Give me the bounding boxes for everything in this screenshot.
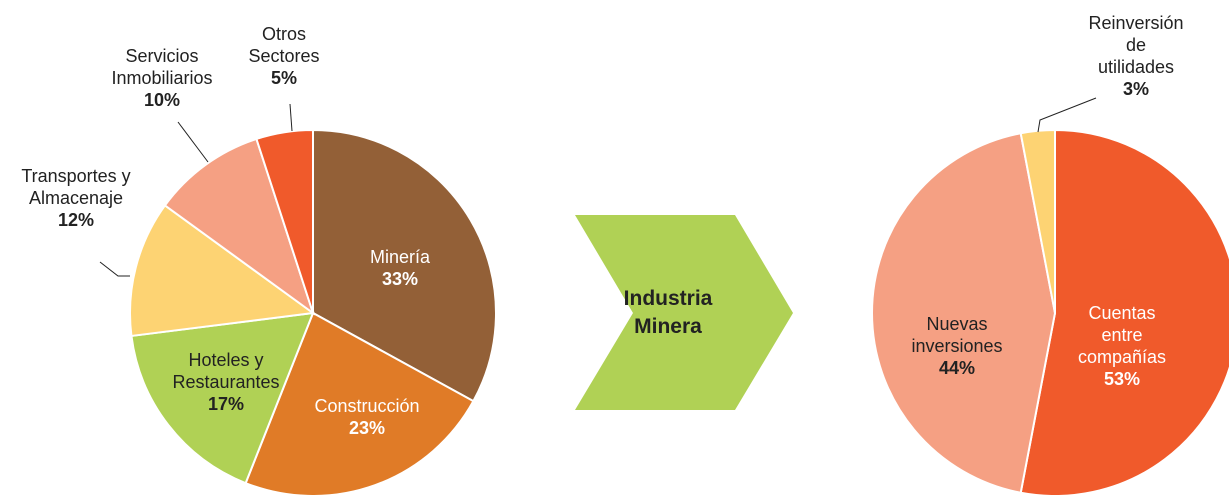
category-label: Nuevas inversiones	[911, 314, 1003, 356]
pie-slice	[129, 204, 316, 338]
pie-slice	[871, 132, 1057, 494]
category-label: Servicios Inmobiliarios	[111, 46, 213, 88]
pie-slice	[244, 311, 475, 495]
leader-line	[177, 121, 209, 163]
slice-label: Transportes y Almacenaje 12%	[21, 165, 130, 231]
category-label: Reinversión de utilidades	[1088, 13, 1184, 77]
pie-slice	[312, 128, 497, 403]
leader-line	[99, 261, 130, 277]
pie-slice	[163, 137, 315, 316]
slice-label: Otros Sectores 5%	[248, 23, 319, 89]
value-label: 17%	[207, 394, 245, 414]
value-label: 23%	[348, 418, 386, 438]
slice-label: Cuentas entre compañías 53%	[1069, 302, 1176, 390]
arrow	[575, 215, 793, 410]
pie-slice	[130, 311, 315, 485]
slice-label: Construcción 23%	[314, 395, 419, 439]
slice-label: Nuevas inversiones 44%	[911, 313, 1002, 379]
category-label: Transportes y Almacenaje	[21, 166, 131, 208]
value-label: 53%	[1103, 369, 1141, 389]
pie-slice	[255, 128, 314, 314]
value-label: 5%	[270, 68, 298, 88]
category-label: Minería	[369, 247, 431, 267]
value-label: 10%	[143, 90, 181, 110]
leader-line	[289, 103, 293, 132]
leader-line	[1037, 97, 1097, 133]
slice-label: Minería 33%	[370, 246, 430, 290]
value-label: 33%	[381, 269, 419, 289]
value-label: 3%	[1122, 79, 1150, 99]
slice-label: Reinversión de utilidades 3%	[1088, 12, 1183, 100]
pie-slice	[1019, 128, 1229, 495]
category-label: Construcción	[314, 396, 420, 416]
category-label: Cuentas entre compañías	[1077, 303, 1167, 367]
slice-label: Hoteles y Restaurantes 17%	[172, 349, 279, 415]
category-label: Hoteles y Restaurantes	[172, 350, 280, 392]
slice-label: Servicios Inmobiliarios 10%	[111, 45, 212, 111]
value-label: 12%	[57, 210, 95, 230]
arrow-label: Industria Minera	[623, 287, 713, 338]
category-label: Otros Sectores	[248, 24, 320, 66]
value-label: 44%	[938, 358, 976, 378]
